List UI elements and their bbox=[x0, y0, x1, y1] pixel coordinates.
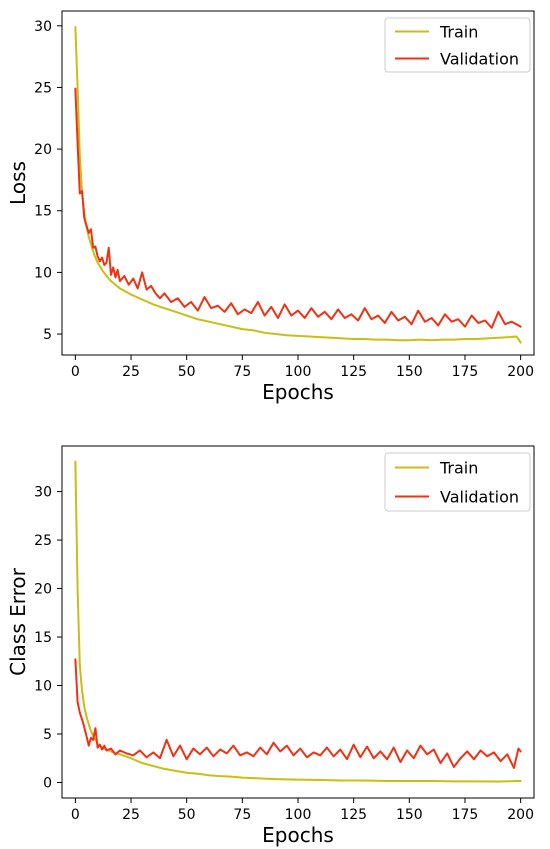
y-tick-label: 10 bbox=[34, 265, 52, 281]
x-tick-label: 50 bbox=[178, 364, 196, 380]
x-tick-label: 25 bbox=[122, 364, 140, 380]
y-tick-label: 30 bbox=[34, 485, 52, 501]
legend-label-validation: Validation bbox=[440, 50, 519, 69]
class-error-chart: 0 25 50 75 100 125 150 175 200 0 5 10 15 20 25 30 Epochs… bbox=[6, 445, 535, 847]
x-tick-label: 100 bbox=[285, 807, 312, 823]
loss-chart: 0 25 50 75 100 125 150 175 200 5 10 15 20 25 30 Epochs L… bbox=[6, 10, 535, 404]
x-tick-label: 100 bbox=[285, 364, 312, 380]
y-tick-label: 25 bbox=[34, 80, 52, 96]
series-line-train bbox=[74, 26, 522, 344]
series-line-validation bbox=[74, 658, 522, 769]
y-axis-label: Class Error bbox=[6, 567, 30, 676]
legend: Train Validation bbox=[384, 17, 531, 73]
legend-label-train: Train bbox=[439, 23, 478, 42]
legend-label-train: Train bbox=[439, 459, 478, 478]
y-tick-label: 15 bbox=[34, 630, 52, 646]
x-tick-label: 0 bbox=[71, 364, 80, 380]
y-axis-label: Loss bbox=[6, 161, 30, 205]
x-tick-label: 125 bbox=[340, 807, 367, 823]
x-tick-label: 175 bbox=[452, 807, 479, 823]
series-line-train bbox=[74, 460, 522, 783]
y-tick-label: 20 bbox=[34, 142, 52, 158]
x-tick-label: 200 bbox=[507, 364, 534, 380]
x-axis-label: Epochs bbox=[262, 380, 334, 404]
y-tick-label: 0 bbox=[43, 775, 52, 791]
legend: Train Validation bbox=[384, 452, 531, 512]
x-tick-label: 175 bbox=[452, 364, 479, 380]
x-tick-label: 50 bbox=[178, 807, 196, 823]
y-tick-label: 5 bbox=[43, 327, 52, 343]
y-tick-label: 15 bbox=[34, 204, 52, 220]
y-tick-label: 20 bbox=[34, 582, 52, 598]
y-tick-label: 25 bbox=[34, 533, 52, 549]
x-tick-label: 25 bbox=[122, 807, 140, 823]
series-line-validation bbox=[74, 87, 522, 329]
legend-label-validation: Validation bbox=[440, 488, 519, 507]
y-tick-label: 5 bbox=[43, 727, 52, 743]
x-tick-label: 125 bbox=[340, 364, 367, 380]
x-axis-label: Epochs bbox=[262, 823, 334, 847]
x-tick-label: 75 bbox=[233, 807, 251, 823]
x-tick-label: 0 bbox=[71, 807, 80, 823]
x-tick-label: 200 bbox=[507, 807, 534, 823]
x-tick-label: 75 bbox=[233, 364, 251, 380]
y-tick-label: 10 bbox=[34, 679, 52, 695]
y-tick-label: 30 bbox=[34, 19, 52, 35]
x-tick-label: 150 bbox=[396, 807, 423, 823]
x-tick-label: 150 bbox=[396, 364, 423, 380]
